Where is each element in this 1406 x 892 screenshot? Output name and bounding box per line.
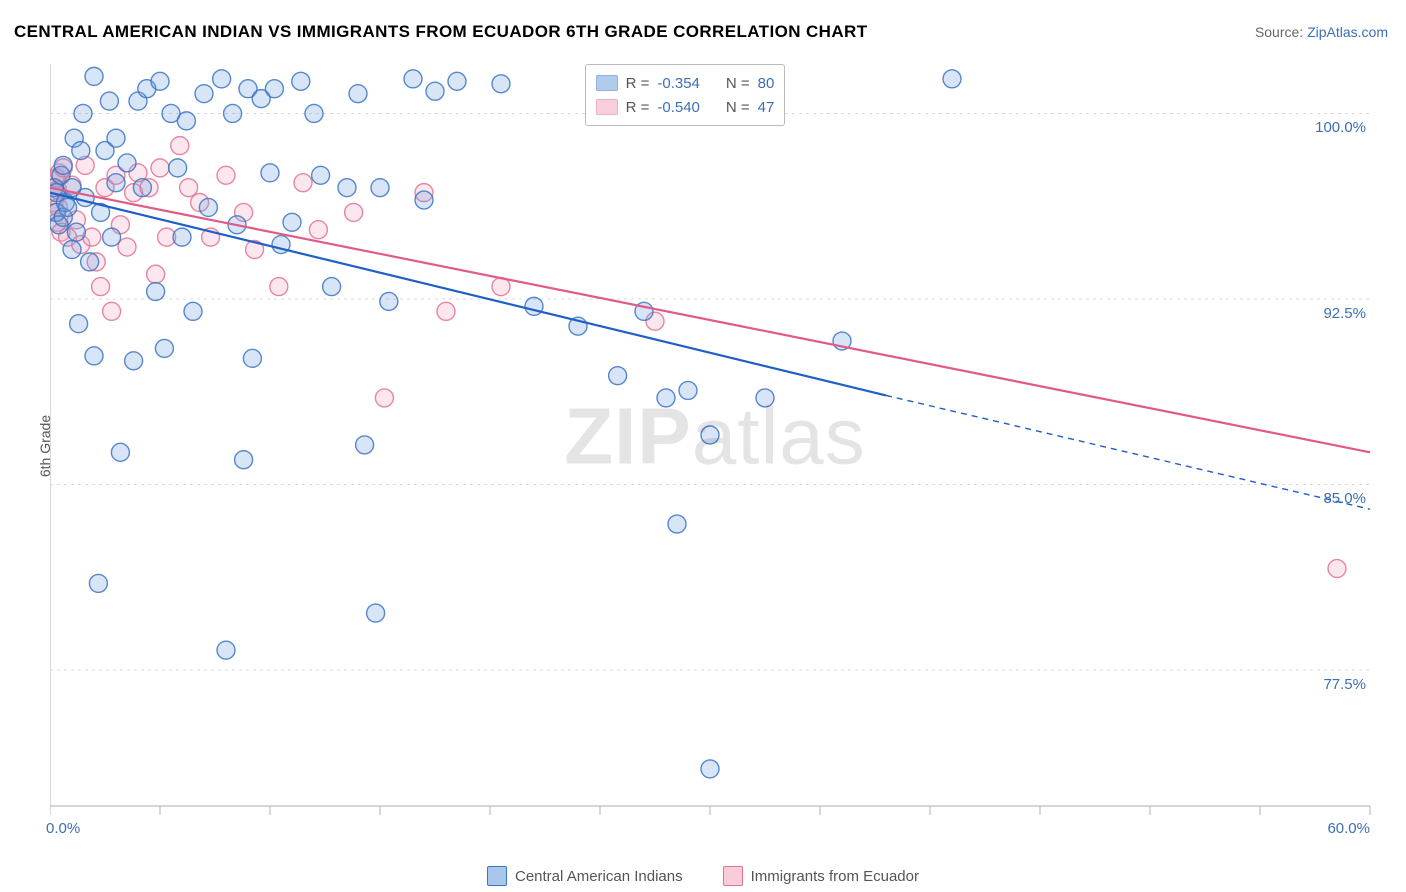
y-tick-label: 100.0% [1310,119,1366,136]
legend-r-value: -0.354 [657,75,700,92]
legend-item-series-2: Immigrants from Ecuador [723,866,919,886]
source-prefix: Source: [1255,24,1307,40]
legend-swatch-icon [596,99,618,115]
legend-n-value: 47 [758,99,775,116]
source-link[interactable]: ZipAtlas.com [1307,24,1388,40]
legend-row: R = -0.354 N = 80 [596,71,775,95]
legend-swatch-1 [487,866,507,886]
y-tick-label: 85.0% [1310,490,1366,507]
legend-r-label: R = [626,75,650,92]
legend-swatch-icon [596,75,618,91]
legend-r-label: R = [626,99,650,116]
source-attribution: Source: ZipAtlas.com [1255,24,1388,40]
legend-label-2: Immigrants from Ecuador [751,868,919,885]
series-legend: Central American Indians Immigrants from… [0,866,1406,886]
correlation-legend: R = -0.354 N = 80 R = -0.540 N = 47 [585,64,786,126]
legend-item-series-1: Central American Indians [487,866,683,886]
legend-n-value: 80 [758,75,775,92]
legend-label-1: Central American Indians [515,868,683,885]
legend-row: R = -0.540 N = 47 [596,95,775,119]
scatter-chart [50,56,1380,826]
legend-r-value: -0.540 [657,99,700,116]
plot-area: ZIPatlas R = -0.354N = 80R = -0.540N = 4… [50,56,1380,826]
x-tick-label: 60.0% [1322,820,1370,837]
legend-n-label: N = [726,75,750,92]
x-tick-label: 0.0% [46,820,80,837]
chart-container: CENTRAL AMERICAN INDIAN VS IMMIGRANTS FR… [0,0,1406,892]
legend-n-label: N = [726,99,750,116]
chart-title: CENTRAL AMERICAN INDIAN VS IMMIGRANTS FR… [14,22,867,42]
y-tick-label: 92.5% [1310,305,1366,322]
legend-swatch-2 [723,866,743,886]
y-tick-label: 77.5% [1310,676,1366,693]
